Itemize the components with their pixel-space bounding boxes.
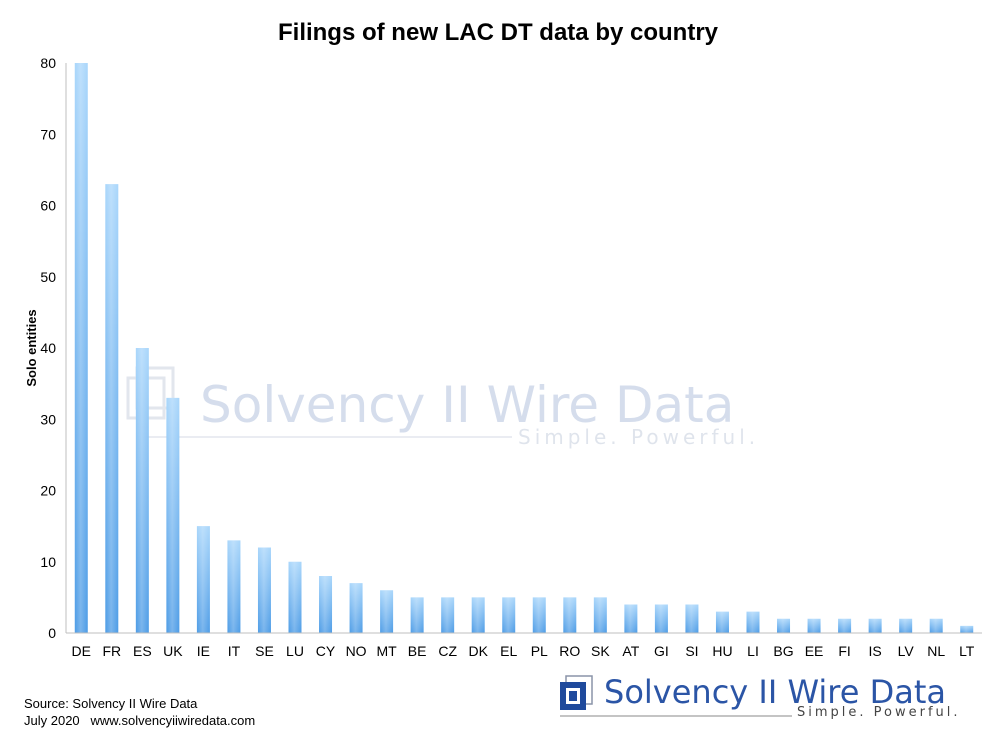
- y-tick-label: 80: [40, 55, 56, 71]
- bar-highlight-se: [257, 547, 271, 633]
- source-note: Source: Solvency II Wire Data: [24, 696, 198, 711]
- bar-highlight-cy: [319, 576, 333, 633]
- bar-highlight-cz: [441, 597, 455, 633]
- x-tick-label: LV: [898, 643, 915, 659]
- bar-highlight-nl: [929, 618, 943, 633]
- x-tick-label: BE: [408, 643, 427, 659]
- logo-icon-core: [569, 691, 577, 701]
- y-tick-label: 20: [40, 483, 56, 499]
- watermark-name: Solvency II Wire Data: [200, 376, 734, 434]
- bar-highlight-li: [746, 611, 760, 633]
- bar-highlight-be: [410, 597, 424, 633]
- bar-highlight-fi: [838, 618, 852, 633]
- bars: [74, 63, 974, 633]
- bar-highlight-is: [868, 618, 882, 633]
- x-tick-label: NL: [927, 643, 945, 659]
- bar-highlight-it: [227, 540, 241, 633]
- x-tick-label: PL: [531, 643, 548, 659]
- y-tick-label: 40: [40, 340, 56, 356]
- x-tick-label: LT: [959, 643, 975, 659]
- x-tick-label: AT: [622, 643, 639, 659]
- chart-title: Filings of new LAC DT data by country: [278, 19, 719, 46]
- x-tick-label: LI: [747, 643, 759, 659]
- y-axis-label: Solo entities: [24, 309, 39, 386]
- x-tick-label: NO: [346, 643, 367, 659]
- watermark-tagline: Simple. Powerful.: [518, 425, 759, 449]
- bar-highlight-at: [624, 604, 638, 633]
- bar-highlight-lt: [960, 625, 974, 633]
- x-tick-label: LU: [286, 643, 304, 659]
- y-tick-label: 50: [40, 269, 56, 285]
- bar-highlight-pl: [532, 597, 546, 633]
- bar-highlight-bg: [777, 618, 791, 633]
- x-tick-label: FR: [102, 643, 121, 659]
- bar-highlight-sk: [593, 597, 607, 633]
- x-tick-label: EL: [500, 643, 517, 659]
- x-tick-label: SI: [685, 643, 698, 659]
- bar-highlight-uk: [166, 397, 180, 633]
- brand-logo: Solvency II Wire Data Simple. Powerful.: [560, 673, 961, 720]
- x-tick-label: SK: [591, 643, 610, 659]
- bar-highlight-gi: [654, 604, 668, 633]
- x-tick-label: HU: [712, 643, 732, 659]
- bar-highlight-si: [685, 604, 699, 633]
- bar-highlight-dk: [471, 597, 485, 633]
- bar-highlight-de: [74, 63, 88, 633]
- x-tick-label: MT: [376, 643, 397, 659]
- bar-highlight-el: [502, 597, 516, 633]
- y-tick-label: 0: [48, 625, 56, 641]
- x-tick-label: UK: [163, 643, 183, 659]
- bar-highlight-hu: [715, 611, 729, 633]
- bar-highlight-ro: [563, 597, 577, 633]
- x-tick-label: IE: [197, 643, 210, 659]
- x-tick-label: DK: [468, 643, 488, 659]
- x-tick-label: IT: [228, 643, 241, 659]
- bar-highlight-ee: [807, 618, 821, 633]
- y-axis-ticks: 0 10 20 30 40 50 60 70 80: [40, 55, 56, 641]
- x-tick-label: CZ: [438, 643, 457, 659]
- x-tick-label: BG: [773, 643, 793, 659]
- bar-highlight-lu: [288, 561, 302, 633]
- y-tick-label: 70: [40, 126, 56, 142]
- y-tick-label: 60: [40, 198, 56, 214]
- x-axis-ticks: DE FR ES UK IE IT SE LU CY NO MT BE CZ DK EL PL RO SK AT GI…: [72, 643, 975, 659]
- x-tick-label: GI: [654, 643, 669, 659]
- x-tick-label: ES: [133, 643, 152, 659]
- x-tick-label: FI: [838, 643, 850, 659]
- logo-name: Solvency II Wire Data: [604, 673, 946, 711]
- bar-highlight-ie: [196, 526, 210, 633]
- bar-highlight-fr: [105, 184, 119, 633]
- x-tick-label: DE: [72, 643, 91, 659]
- x-tick-label: IS: [869, 643, 882, 659]
- watermark: Solvency II Wire Data Simple. Powerful.: [126, 366, 759, 449]
- x-tick-label: EE: [805, 643, 824, 659]
- y-tick-label: 30: [40, 411, 56, 427]
- logo-tagline: Simple. Powerful.: [797, 705, 961, 720]
- bar-highlight-lv: [899, 618, 913, 633]
- x-tick-label: SE: [255, 643, 274, 659]
- bar-highlight-es: [135, 348, 149, 633]
- date-website-note: July 2020 www.solvencyiiwiredata.com: [24, 713, 255, 728]
- bar-highlight-no: [349, 583, 363, 633]
- y-tick-label: 10: [40, 554, 56, 570]
- x-tick-label: RO: [559, 643, 580, 659]
- bar-highlight-mt: [380, 590, 394, 633]
- x-tick-label: CY: [316, 643, 336, 659]
